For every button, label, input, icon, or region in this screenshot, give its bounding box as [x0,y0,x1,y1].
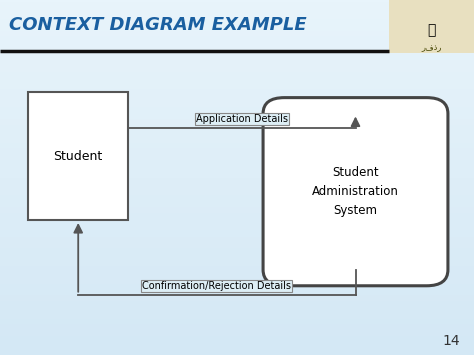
Text: Student
Administration
System: Student Administration System [312,166,399,217]
Text: CONTEXT DIAGRAM EXAMPLE: CONTEXT DIAGRAM EXAMPLE [9,16,307,34]
FancyBboxPatch shape [389,0,474,53]
Text: Confirmation/Rejection Details: Confirmation/Rejection Details [142,281,292,291]
Text: Application Details: Application Details [196,114,288,124]
Text: رفذر: رفذر [421,43,441,53]
FancyBboxPatch shape [28,92,128,220]
FancyBboxPatch shape [263,98,448,286]
Text: 14: 14 [442,334,460,348]
Text: 🌳: 🌳 [427,23,436,37]
Text: Student: Student [54,150,103,163]
